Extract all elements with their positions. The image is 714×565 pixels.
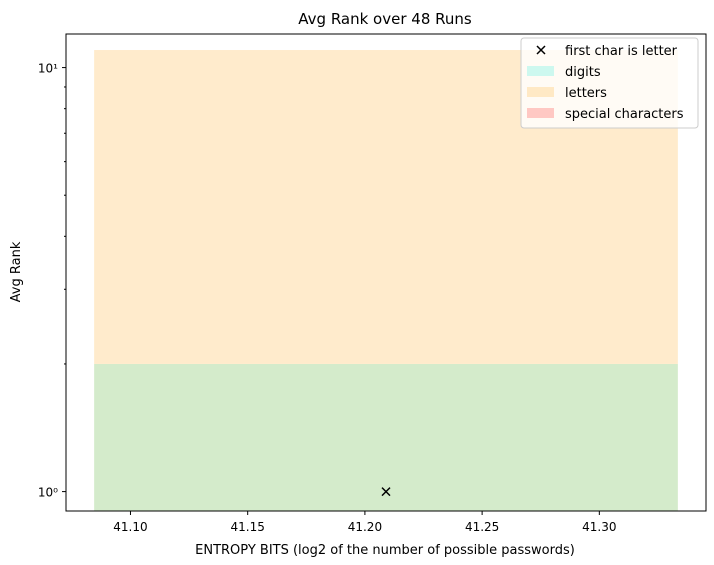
y-axis-label: Avg Rank <box>9 241 24 302</box>
legend-swatch <box>527 66 554 76</box>
x-axis-label: ENTROPY BITS (log2 of the number of poss… <box>195 543 575 558</box>
x-tick-label: 41.30 <box>582 520 616 534</box>
y-axis-ticks: 10⁰ 10¹ <box>38 62 66 500</box>
legend-entries: first char is letter digits letters special… <box>527 44 684 122</box>
x-tick-label: 41.25 <box>465 520 499 534</box>
legend-swatch <box>527 87 554 97</box>
data-point <box>381 487 391 497</box>
legend-label: special characters <box>565 107 684 122</box>
chart-title: Avg Rank over 48 Runs <box>298 10 472 28</box>
x-axis-ticks: 41.10 41.15 41.20 41.25 41.30 <box>113 511 617 534</box>
points-layer <box>381 487 391 497</box>
y-tick-label: 10¹ <box>38 62 58 76</box>
legend-box <box>520 37 699 129</box>
x-tick-label: 41.10 <box>113 520 147 534</box>
band-digits <box>94 363 678 511</box>
y-tick-label: 10⁰ <box>38 486 58 500</box>
legend-label: letters <box>565 86 607 101</box>
legend-label: digits <box>565 65 601 80</box>
legend: first char is letter digits letters special… <box>520 37 699 129</box>
x-tick-label: 41.20 <box>348 520 382 534</box>
legend-label: first char is letter <box>565 44 678 59</box>
x-tick-label: 41.15 <box>231 520 265 534</box>
legend-marker <box>536 45 546 55</box>
plot-frame <box>65 33 707 512</box>
legend-swatch <box>527 108 554 118</box>
